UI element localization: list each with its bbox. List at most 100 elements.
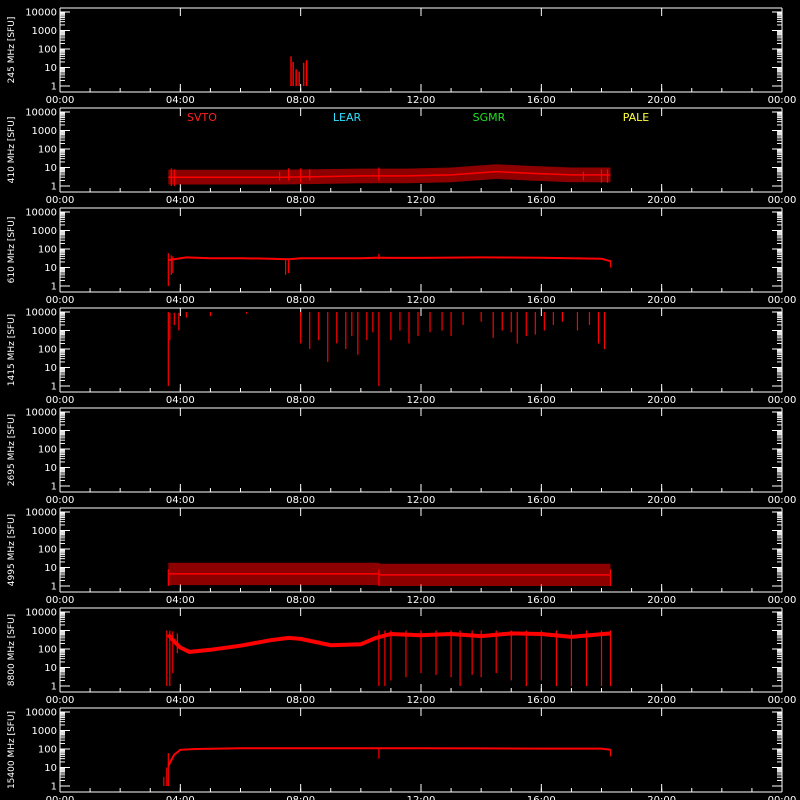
- x-tick-label: 00:00: [46, 495, 75, 506]
- y-tick-label: 1000: [32, 126, 57, 137]
- x-tick-label: 08:00: [286, 395, 315, 406]
- panel-2: 10000 1000 100 10 1 00:00 04:00 08:00 12:00 16:00…: [7, 107, 797, 206]
- y-tick-label: 10: [44, 763, 57, 774]
- x-tick-label: 08:00: [286, 495, 315, 506]
- y-tick-label: 1000: [32, 426, 57, 437]
- x-tick-label: 04:00: [166, 395, 195, 406]
- y-tick-label: 10: [44, 363, 57, 374]
- x-tick-label: 12:00: [407, 195, 436, 206]
- y-tick-label: 100: [38, 645, 57, 656]
- panel-data: [168, 164, 611, 186]
- x-tick-label: 16:00: [527, 595, 556, 606]
- series-line: [168, 256, 611, 263]
- y-tick-label: 10: [44, 663, 57, 674]
- legend-sgmr: SGMR: [473, 111, 506, 124]
- panel-ylabel: 610 MHz [SFU]: [7, 217, 17, 284]
- x-tick-label: 12:00: [407, 595, 436, 606]
- panel-ylabel: 4995 MHz [SFU]: [7, 514, 17, 586]
- y-tick-label: 10000: [25, 408, 57, 419]
- y-tick-label: 10: [44, 263, 57, 274]
- y-tick-label: 10: [44, 463, 57, 474]
- x-tick-label: 00:00: [46, 295, 75, 306]
- y-tick-label: 10: [44, 563, 57, 574]
- x-tick-label: 04:00: [166, 495, 195, 506]
- y-tick-label: 10000: [25, 708, 57, 719]
- panel-ylabel: 8800 MHz [SFU]: [7, 614, 17, 686]
- panel-ylabel: 1415 MHz [SFU]: [7, 314, 17, 386]
- x-tick-label: 12:00: [407, 95, 436, 106]
- panel-data: [167, 253, 612, 286]
- y-tick-label: 1: [51, 282, 57, 293]
- x-tick-label: 08:00: [286, 695, 315, 706]
- panel-ylabel: 245 MHz [SFU]: [7, 17, 17, 84]
- x-tick-label: 00:00: [768, 95, 797, 106]
- y-tick-label: 1000: [32, 626, 57, 637]
- panel-data: [290, 56, 308, 86]
- panel-4: 10000 1000 100 10 1 00:00 04:00 08:00 12:00 16:00…: [7, 307, 796, 406]
- x-tick-label: 20:00: [647, 695, 676, 706]
- series-band: [168, 164, 611, 185]
- series-line: [166, 631, 611, 654]
- x-tick-label: 20:00: [647, 95, 676, 106]
- x-tick-label: 12:00: [407, 795, 436, 800]
- x-tick-label: 00:00: [768, 695, 797, 706]
- x-tick-label: 04:00: [166, 295, 195, 306]
- y-tick-label: 1: [51, 682, 57, 693]
- y-tick-label: 1000: [32, 26, 57, 37]
- series-line: [168, 573, 611, 576]
- legend-svto: SVTO: [187, 111, 217, 124]
- panel-6: 10000 1000 100 10 1 00:00 04:00 08:00 12:00 16:00…: [7, 507, 797, 606]
- y-tick-label: 10000: [25, 8, 57, 19]
- y-tick-label: 1: [51, 182, 57, 193]
- x-tick-label: 08:00: [286, 295, 315, 306]
- x-tick-label: 20:00: [647, 395, 676, 406]
- legend-pale: PALE: [623, 111, 650, 124]
- x-tick-label: 00:00: [768, 595, 797, 606]
- x-tick-label: 08:00: [286, 795, 315, 800]
- y-tick-label: 100: [38, 545, 57, 556]
- y-tick-label: 10: [44, 63, 57, 74]
- x-tick-label: 20:00: [647, 295, 676, 306]
- panel-5: 10000 1000 100 10 1 00:00 04:00 08:00 12:00 16:00…: [7, 407, 797, 506]
- panel-1: 10000 1000 100 10 1 00:00 04:00 08:00 12:00 16:00…: [7, 7, 797, 106]
- panel-data: [163, 747, 612, 786]
- panel-8: 10000 1000 100 10 1 00:00 04:00 08:00 12:00 16:00…: [7, 707, 797, 800]
- panel-data: [166, 630, 612, 686]
- x-tick-label: 04:00: [166, 795, 195, 800]
- y-tick-label: 100: [38, 145, 57, 156]
- x-tick-label: 00:00: [46, 395, 75, 406]
- x-tick-label: 12:00: [407, 395, 436, 406]
- x-tick-label: 00:00: [46, 795, 75, 800]
- x-tick-label: 16:00: [527, 195, 556, 206]
- x-tick-label: 00:00: [768, 295, 797, 306]
- panel-data: [167, 312, 606, 386]
- x-tick-label: 08:00: [286, 195, 315, 206]
- y-tick-label: 100: [38, 745, 57, 756]
- series-line: [168, 170, 611, 178]
- panel-ylabel: 410 MHz [SFU]: [7, 117, 17, 184]
- x-tick-label: 16:00: [527, 695, 556, 706]
- y-tick-label: 100: [38, 345, 57, 356]
- x-tick-label: 16:00: [527, 295, 556, 306]
- x-tick-label: 12:00: [407, 695, 436, 706]
- y-tick-label: 100: [38, 445, 57, 456]
- y-tick-label: 100: [38, 245, 57, 256]
- x-tick-label: 20:00: [647, 195, 676, 206]
- x-tick-label: 12:00: [407, 495, 436, 506]
- panel-ylabel: 15400 MHz [SFU]: [7, 711, 17, 789]
- x-tick-label: 00:00: [768, 195, 797, 206]
- x-tick-label: 16:00: [527, 395, 556, 406]
- x-tick-label: 00:00: [46, 95, 75, 106]
- y-tick-label: 1000: [32, 526, 57, 537]
- x-tick-label: 16:00: [527, 495, 556, 506]
- x-tick-label: 00:00: [768, 495, 797, 506]
- x-tick-label: 00:00: [46, 195, 75, 206]
- y-tick-label: 10000: [25, 608, 57, 619]
- x-tick-label: 20:00: [647, 495, 676, 506]
- y-tick-label: 1: [51, 782, 57, 793]
- x-tick-label: 12:00: [407, 295, 436, 306]
- x-tick-label: 04:00: [166, 595, 195, 606]
- x-tick-label: 00:00: [768, 795, 797, 800]
- y-tick-label: 10000: [25, 308, 57, 319]
